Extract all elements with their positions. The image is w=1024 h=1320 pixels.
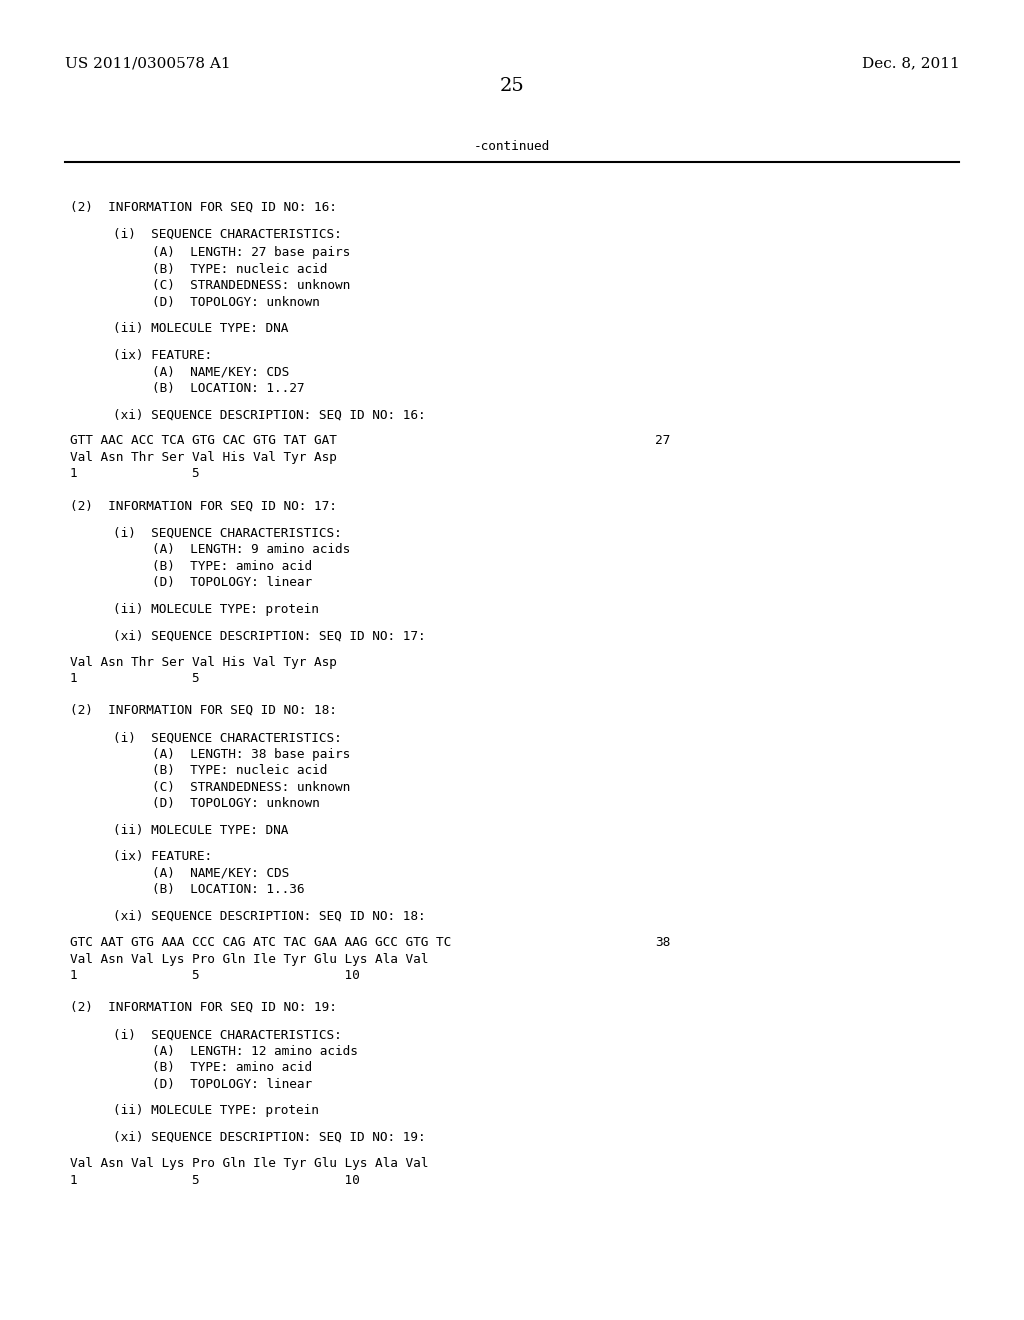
Text: Dec. 8, 2011: Dec. 8, 2011 bbox=[862, 57, 959, 70]
Text: (i)  SEQUENCE CHARACTERISTICS:: (i) SEQUENCE CHARACTERISTICS: bbox=[113, 228, 341, 242]
Text: 1               5: 1 5 bbox=[70, 467, 200, 480]
Text: (ix) FEATURE:: (ix) FEATURE: bbox=[113, 348, 212, 362]
Text: (D)  TOPOLOGY: unknown: (D) TOPOLOGY: unknown bbox=[152, 296, 319, 309]
Text: (A)  LENGTH: 9 amino acids: (A) LENGTH: 9 amino acids bbox=[152, 544, 350, 557]
Text: (xi) SEQUENCE DESCRIPTION: SEQ ID NO: 19:: (xi) SEQUENCE DESCRIPTION: SEQ ID NO: 19… bbox=[113, 1131, 425, 1143]
Text: (D)  TOPOLOGY: unknown: (D) TOPOLOGY: unknown bbox=[152, 797, 319, 810]
Text: (2)  INFORMATION FOR SEQ ID NO: 17:: (2) INFORMATION FOR SEQ ID NO: 17: bbox=[70, 499, 337, 512]
Text: 1               5                   10: 1 5 10 bbox=[70, 1173, 359, 1187]
Text: (B)  TYPE: nucleic acid: (B) TYPE: nucleic acid bbox=[152, 764, 327, 777]
Text: US 2011/0300578 A1: US 2011/0300578 A1 bbox=[65, 57, 230, 70]
Text: (2)  INFORMATION FOR SEQ ID NO: 19:: (2) INFORMATION FOR SEQ ID NO: 19: bbox=[70, 1001, 337, 1014]
Text: -continued: -continued bbox=[474, 140, 550, 153]
Text: Val Asn Thr Ser Val His Val Tyr Asp: Val Asn Thr Ser Val His Val Tyr Asp bbox=[70, 656, 337, 668]
Text: 38: 38 bbox=[655, 936, 671, 949]
Text: (i)  SEQUENCE CHARACTERISTICS:: (i) SEQUENCE CHARACTERISTICS: bbox=[113, 527, 341, 540]
Text: (xi) SEQUENCE DESCRIPTION: SEQ ID NO: 17:: (xi) SEQUENCE DESCRIPTION: SEQ ID NO: 17… bbox=[113, 630, 425, 643]
Text: Val Asn Thr Ser Val His Val Tyr Asp: Val Asn Thr Ser Val His Val Tyr Asp bbox=[70, 451, 337, 465]
Text: (A)  LENGTH: 38 base pairs: (A) LENGTH: 38 base pairs bbox=[152, 748, 350, 760]
Text: (ii) MOLECULE TYPE: protein: (ii) MOLECULE TYPE: protein bbox=[113, 603, 318, 615]
Text: GTT AAC ACC TCA GTG CAC GTG TAT GAT: GTT AAC ACC TCA GTG CAC GTG TAT GAT bbox=[70, 434, 337, 447]
Text: (A)  NAME/KEY: CDS: (A) NAME/KEY: CDS bbox=[152, 366, 289, 378]
Text: (A)  NAME/KEY: CDS: (A) NAME/KEY: CDS bbox=[152, 867, 289, 879]
Text: (i)  SEQUENCE CHARACTERISTICS:: (i) SEQUENCE CHARACTERISTICS: bbox=[113, 1028, 341, 1041]
Text: (D)  TOPOLOGY: linear: (D) TOPOLOGY: linear bbox=[152, 577, 311, 589]
Text: (A)  LENGTH: 27 base pairs: (A) LENGTH: 27 base pairs bbox=[152, 247, 350, 260]
Text: (B)  TYPE: amino acid: (B) TYPE: amino acid bbox=[152, 560, 311, 573]
Text: (ix) FEATURE:: (ix) FEATURE: bbox=[113, 850, 212, 863]
Text: (D)  TOPOLOGY: linear: (D) TOPOLOGY: linear bbox=[152, 1078, 311, 1090]
Text: 27: 27 bbox=[655, 434, 671, 447]
Text: (xi) SEQUENCE DESCRIPTION: SEQ ID NO: 18:: (xi) SEQUENCE DESCRIPTION: SEQ ID NO: 18… bbox=[113, 909, 425, 923]
Text: (ii) MOLECULE TYPE: protein: (ii) MOLECULE TYPE: protein bbox=[113, 1105, 318, 1117]
Text: Val Asn Val Lys Pro Gln Ile Tyr Glu Lys Ala Val: Val Asn Val Lys Pro Gln Ile Tyr Glu Lys … bbox=[70, 953, 428, 966]
Text: Val Asn Val Lys Pro Gln Ile Tyr Glu Lys Ala Val: Val Asn Val Lys Pro Gln Ile Tyr Glu Lys … bbox=[70, 1158, 428, 1171]
Text: (xi) SEQUENCE DESCRIPTION: SEQ ID NO: 16:: (xi) SEQUENCE DESCRIPTION: SEQ ID NO: 16… bbox=[113, 408, 425, 421]
Text: (B)  LOCATION: 1..36: (B) LOCATION: 1..36 bbox=[152, 883, 304, 896]
Text: (i)  SEQUENCE CHARACTERISTICS:: (i) SEQUENCE CHARACTERISTICS: bbox=[113, 731, 341, 744]
Text: (ii) MOLECULE TYPE: DNA: (ii) MOLECULE TYPE: DNA bbox=[113, 824, 288, 837]
Text: (2)  INFORMATION FOR SEQ ID NO: 18:: (2) INFORMATION FOR SEQ ID NO: 18: bbox=[70, 704, 337, 717]
Text: (2)  INFORMATION FOR SEQ ID NO: 16:: (2) INFORMATION FOR SEQ ID NO: 16: bbox=[70, 201, 337, 214]
Text: 25: 25 bbox=[500, 77, 524, 95]
Text: (C)  STRANDEDNESS: unknown: (C) STRANDEDNESS: unknown bbox=[152, 781, 350, 795]
Text: 1               5: 1 5 bbox=[70, 672, 200, 685]
Text: (B)  LOCATION: 1..27: (B) LOCATION: 1..27 bbox=[152, 381, 304, 395]
Text: GTC AAT GTG AAA CCC CAG ATC TAC GAA AAG GCC GTG TC: GTC AAT GTG AAA CCC CAG ATC TAC GAA AAG … bbox=[70, 936, 451, 949]
Text: (C)  STRANDEDNESS: unknown: (C) STRANDEDNESS: unknown bbox=[152, 280, 350, 293]
Text: (A)  LENGTH: 12 amino acids: (A) LENGTH: 12 amino acids bbox=[152, 1045, 357, 1059]
Text: (B)  TYPE: nucleic acid: (B) TYPE: nucleic acid bbox=[152, 263, 327, 276]
Text: (ii) MOLECULE TYPE: DNA: (ii) MOLECULE TYPE: DNA bbox=[113, 322, 288, 335]
Text: (B)  TYPE: amino acid: (B) TYPE: amino acid bbox=[152, 1061, 311, 1074]
Text: 1               5                   10: 1 5 10 bbox=[70, 969, 359, 982]
